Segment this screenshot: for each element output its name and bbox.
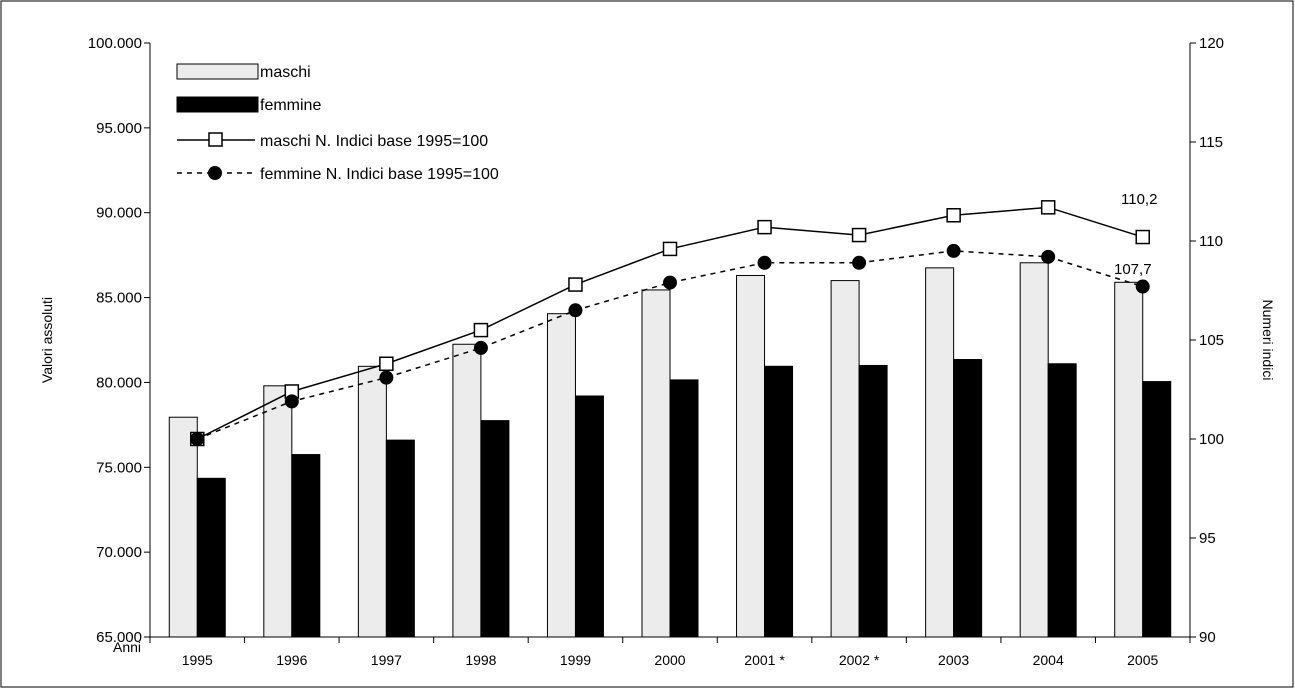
x-tick-label: 2001 * <box>744 652 785 668</box>
y-tick-label: 100.000 <box>88 35 142 52</box>
bar-maschi-1997 <box>357 365 387 638</box>
x-tick-label: 2000 <box>654 652 685 668</box>
bar-maschi-2000 <box>641 289 671 638</box>
x-tick-label: 1998 <box>465 652 496 668</box>
point-maschi-index <box>473 322 489 338</box>
point-femmine-index <box>190 432 205 446</box>
x-tick-label: 1996 <box>276 652 307 668</box>
bar-maschi-2004 <box>1019 262 1049 638</box>
point-maschi-index <box>568 277 583 292</box>
point-maschi-index <box>851 227 867 243</box>
bar-maschi-1996 <box>263 385 293 638</box>
bar-femmine-1998 <box>480 420 510 638</box>
point-maschi-index <box>1135 229 1150 245</box>
point-femmine-index <box>1041 249 1056 264</box>
point-femmine-index <box>1135 279 1150 294</box>
x-tick-label: 1995 <box>182 652 213 668</box>
point-femmine-index <box>284 394 299 409</box>
annotation-maschi-2005: 110,2 <box>1121 191 1157 208</box>
x-tick-label: 2002 * <box>839 652 880 668</box>
point-femmine-index <box>946 243 961 258</box>
y-tick-label: 75.000 <box>96 459 142 476</box>
bar-maschi-1995 <box>168 416 198 638</box>
y2-tick-label: 95 <box>1199 530 1216 547</box>
y-tick-label: 90.000 <box>96 205 142 222</box>
legend-swatch-femmine <box>176 96 259 113</box>
x-tick-label: 1999 <box>560 652 591 668</box>
bar-maschi-1998 <box>452 343 482 638</box>
y2-tick-label: 120 <box>1199 35 1224 52</box>
y2-tick-label: 100 <box>1199 431 1224 448</box>
x-tick-label: 2003 <box>938 652 969 668</box>
bar-maschi-2001 <box>736 275 766 638</box>
y2-tick-label: 110 <box>1199 233 1223 250</box>
plot-area: 65.000 70.000 75.000 80.000 85.000 90.000 95.0… <box>88 35 1224 668</box>
y-tick-label: 80.000 <box>96 374 142 391</box>
x-tick-label: 1997 <box>371 652 402 668</box>
x-axis-title: Anni <box>113 639 141 655</box>
y2-tick-label: 90 <box>1199 629 1216 646</box>
point-femmine-index <box>663 275 677 290</box>
bar-femmine-2002 <box>858 364 888 638</box>
point-femmine-index <box>757 255 772 270</box>
bar-femmine-2004 <box>1047 363 1077 638</box>
y2-axis-title: Numeri indici <box>1260 300 1276 381</box>
bar-femmine-2000 <box>669 379 699 638</box>
y-tick-label: 95.000 <box>96 120 142 137</box>
bar-maschi-2003 <box>925 267 955 638</box>
bar-femmine-2003 <box>953 359 983 638</box>
bar-femmine-1999 <box>574 395 604 638</box>
point-maschi-index <box>662 241 678 257</box>
point-maschi-index <box>1040 200 1056 215</box>
bar-femmine-2001 <box>764 365 794 638</box>
bar-maschi-2002 <box>830 280 860 638</box>
legend: maschi femmine maschi N. Indici base 199… <box>176 63 499 183</box>
point-maschi-index <box>757 219 772 235</box>
bar-femmine-1995 <box>196 477 226 638</box>
bar-femmine-1997 <box>385 439 415 638</box>
y-axis-title: Valori assoluti <box>39 297 55 383</box>
annotation-femmine-2005: 107,7 <box>1114 261 1152 278</box>
x-tick-label: 2004 <box>1033 652 1064 668</box>
point-femmine-index <box>379 370 394 385</box>
point-femmine-index <box>568 303 583 318</box>
bar-maschi-1999 <box>546 313 576 638</box>
legend-marker-maschi-index <box>208 132 223 147</box>
y2-tick-label: 115 <box>1199 134 1223 151</box>
point-maschi-index <box>946 208 961 223</box>
point-femmine-index <box>852 255 867 270</box>
legend-label-maschi: maschi <box>260 64 311 81</box>
legend-label-maschi-index: maschi N. Indici base 1995=100 <box>260 133 488 150</box>
point-maschi-index <box>379 356 394 372</box>
bar-femmine-1996 <box>291 454 321 638</box>
legend-marker-femmine-index <box>208 166 222 180</box>
x-tick-label: 2005 <box>1127 652 1158 668</box>
bar-maschi-2005 <box>1114 281 1144 638</box>
legend-label-femmine-index: femmine N. Indici base 1995=100 <box>260 166 499 183</box>
legend-label-femmine: femmine <box>260 97 321 114</box>
point-femmine-index <box>473 340 488 355</box>
legend-swatch-maschi <box>176 63 259 80</box>
bar-femmine-2005 <box>1142 381 1172 638</box>
y-tick-label: 65.000 <box>96 629 142 646</box>
y-tick-label: 85.000 <box>96 290 142 307</box>
y-tick-label: 70.000 <box>96 544 142 561</box>
y2-tick-label: 105 <box>1199 332 1224 349</box>
